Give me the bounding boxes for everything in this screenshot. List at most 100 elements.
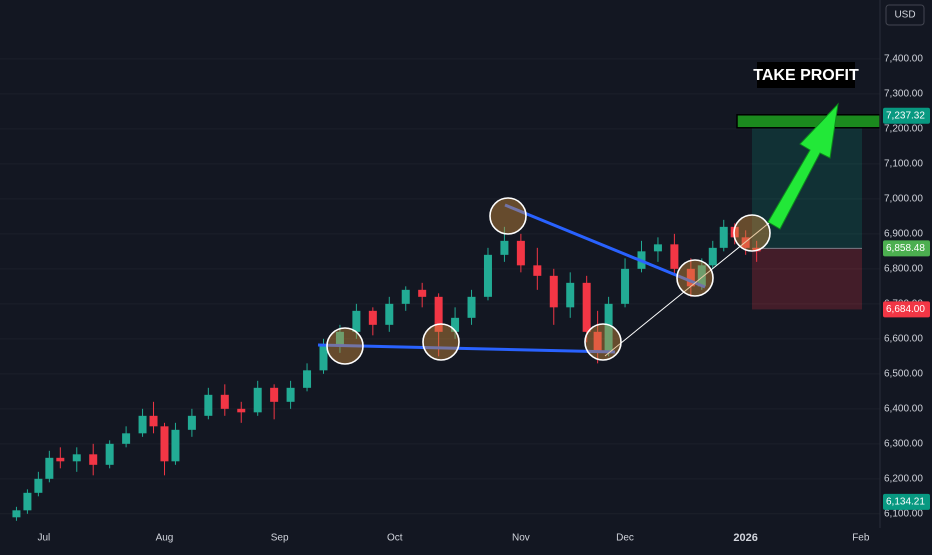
y-tick-label: 6,300.00 xyxy=(884,438,923,449)
y-tick-label: 7,100.00 xyxy=(884,158,923,169)
trend-line xyxy=(317,343,616,354)
candle-body xyxy=(160,426,169,462)
price-label-bg xyxy=(883,107,930,124)
y-tick-label: 6,400.00 xyxy=(884,403,923,414)
highlight-circle xyxy=(733,214,771,252)
x-tick-label: Aug xyxy=(156,533,174,544)
y-tick-label: 6,100.00 xyxy=(884,508,923,519)
candle-body xyxy=(237,408,246,413)
trend-line xyxy=(504,203,706,289)
price-label: 6,858.48 xyxy=(886,243,925,254)
y-tick-label: 6,600.00 xyxy=(884,333,923,344)
arrow xyxy=(767,102,839,230)
y-tick-label: 6,900.00 xyxy=(884,228,923,239)
candle-body xyxy=(23,492,32,511)
x-tick-label: Feb xyxy=(852,533,870,544)
candle-body xyxy=(582,282,591,332)
price-label: 7,237.32 xyxy=(886,110,925,121)
drawings xyxy=(317,102,839,365)
trend-line xyxy=(604,213,781,357)
candle-body xyxy=(670,244,679,269)
candle-body xyxy=(401,289,410,304)
x-tick-label: Dec xyxy=(616,533,634,544)
candle-body xyxy=(45,457,54,479)
candle-body xyxy=(220,394,229,409)
candle-body xyxy=(253,387,262,413)
axes: 6,100.00 6,200.00 6,300.00 6,400.00 6,500.00… xyxy=(37,53,930,544)
highlight-circle xyxy=(326,327,364,365)
candle-body xyxy=(418,289,427,297)
x-tick-label: Jul xyxy=(37,533,50,544)
currency: USD xyxy=(894,10,915,21)
candle-body xyxy=(434,296,443,332)
price-label: 6,134.21 xyxy=(886,496,925,507)
y-tick-label: 7,300.00 xyxy=(884,88,923,99)
y-tick-label: 7,000.00 xyxy=(884,193,923,204)
candle-body xyxy=(533,265,542,276)
price-label-bg xyxy=(883,240,930,257)
y-tick-label: 6,200.00 xyxy=(884,473,923,484)
candle-body xyxy=(752,247,761,252)
x-tick-label: Sep xyxy=(271,533,289,544)
candle-body xyxy=(89,454,98,465)
loss-zone xyxy=(752,248,862,310)
candle-body xyxy=(335,331,344,346)
y-tick-label: 7,200.00 xyxy=(884,123,923,134)
candle-body xyxy=(686,268,695,287)
candle-body xyxy=(303,370,312,388)
candle-body xyxy=(604,303,613,353)
highlight-circle xyxy=(584,323,622,361)
candle-body xyxy=(56,457,65,462)
y-tick-label: 6,500.00 xyxy=(884,368,923,379)
candle-body xyxy=(697,265,706,287)
candle-body xyxy=(12,510,21,518)
candle-body xyxy=(451,317,460,332)
candle-body xyxy=(149,415,158,427)
candle-body xyxy=(319,345,328,371)
candle-body xyxy=(138,415,147,434)
x-tick-label: Nov xyxy=(512,533,530,544)
candle-body xyxy=(270,387,279,402)
candles xyxy=(12,219,761,521)
candle-body xyxy=(286,387,295,402)
candle-body xyxy=(368,310,377,325)
candle-body xyxy=(171,429,180,462)
highlight-circle xyxy=(489,197,527,235)
candle-body xyxy=(385,303,394,325)
candle-body xyxy=(34,478,43,493)
highlight-circle xyxy=(676,259,714,297)
y-tick-label: 7,400.00 xyxy=(884,53,923,64)
candle-body xyxy=(653,244,662,252)
candle-body xyxy=(204,394,213,416)
candle-body xyxy=(187,415,196,430)
candle-body xyxy=(483,254,492,297)
candle-body xyxy=(593,331,602,353)
candle-body xyxy=(549,275,558,308)
candle-body xyxy=(122,433,131,444)
price-label-bg xyxy=(883,493,930,510)
candle-body xyxy=(467,296,476,318)
candle-body xyxy=(719,226,728,248)
annotation-box xyxy=(757,62,855,88)
candle-body xyxy=(741,237,750,248)
candle-body xyxy=(500,240,509,255)
price-label: 6,684.00 xyxy=(886,304,925,315)
price-label-bg xyxy=(883,301,930,318)
candle-body xyxy=(708,247,717,266)
target-bar xyxy=(736,114,881,129)
x-tick-label: 2026 xyxy=(733,532,757,544)
annotation: TAKE PROFIT xyxy=(753,67,859,84)
x-tick-label: Oct xyxy=(387,533,403,544)
candle-body xyxy=(516,240,525,266)
y-tick-label: 6,800.00 xyxy=(884,263,923,274)
candle-body xyxy=(566,282,575,308)
highlight-circle xyxy=(422,323,460,361)
candle-body xyxy=(105,443,114,465)
candle-body xyxy=(72,454,81,462)
candle-body xyxy=(621,268,630,304)
currency-box xyxy=(885,4,925,26)
price-axis xyxy=(880,0,932,550)
candle-body xyxy=(352,310,361,332)
